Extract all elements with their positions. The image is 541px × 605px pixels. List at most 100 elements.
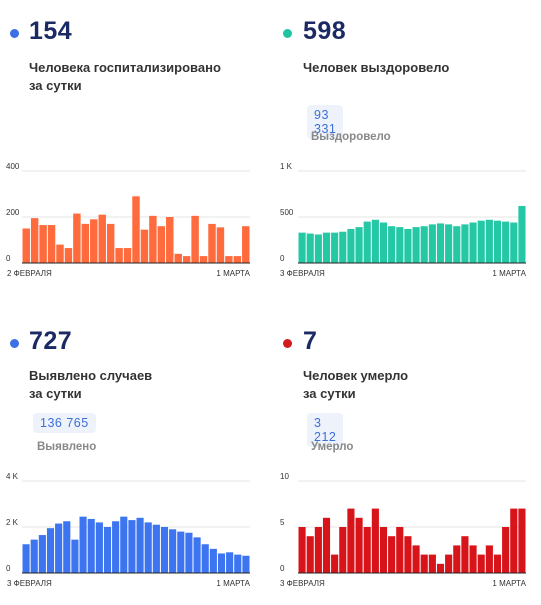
bar bbox=[371, 219, 379, 263]
y-tick-label: 0 bbox=[6, 254, 11, 263]
y-tick-label: 10 bbox=[280, 472, 289, 481]
bar bbox=[355, 227, 363, 263]
cases-dot bbox=[10, 339, 19, 348]
bar bbox=[339, 231, 347, 263]
y-tick-label: 400 bbox=[6, 162, 20, 171]
bar bbox=[469, 222, 477, 263]
bar bbox=[201, 544, 209, 573]
bar bbox=[428, 224, 436, 263]
bar bbox=[469, 545, 477, 573]
x-end-label: 1 МАРТА bbox=[216, 579, 250, 588]
bar bbox=[412, 227, 420, 263]
bar bbox=[485, 545, 493, 573]
deaths-value: 7 bbox=[303, 327, 318, 355]
bar bbox=[185, 532, 193, 573]
bar bbox=[128, 520, 136, 573]
hospitalized-chart: 0 200 400 2 ФЕВРАЛЯ 1 МАРТА bbox=[6, 162, 251, 278]
bar bbox=[347, 508, 355, 573]
bar bbox=[64, 248, 73, 263]
bar bbox=[123, 248, 132, 263]
bar bbox=[322, 232, 331, 263]
bar bbox=[233, 256, 242, 263]
y-tick-label: 4 K bbox=[6, 472, 19, 481]
cases-value: 727 bbox=[29, 327, 73, 355]
bar bbox=[182, 256, 191, 263]
bar bbox=[339, 527, 347, 573]
y-tick-label: 500 bbox=[280, 208, 294, 217]
hospitalized-dot bbox=[10, 29, 19, 38]
bar bbox=[191, 215, 199, 263]
bar bbox=[379, 527, 388, 573]
cases-desc-line1: Выявлено случаев bbox=[29, 368, 153, 383]
bar bbox=[461, 536, 469, 573]
recovered-total-badge: 93 331 bbox=[307, 105, 344, 139]
bar bbox=[39, 225, 47, 263]
bar bbox=[22, 228, 30, 263]
bar bbox=[71, 539, 79, 573]
x-end-label: 1 МАРТА bbox=[492, 269, 526, 278]
recovered-total-label: Выздоровело bbox=[311, 131, 391, 143]
bar bbox=[79, 516, 87, 573]
x-end-label: 1 МАРТА bbox=[492, 579, 526, 588]
deaths-total-badge: 3 212 bbox=[307, 413, 344, 447]
x-end-label: 1 МАРТА bbox=[216, 269, 250, 278]
x-start-label: 3 ФЕВРАЛЯ bbox=[280, 579, 325, 588]
bar bbox=[226, 552, 234, 573]
bar bbox=[363, 221, 371, 263]
bar bbox=[73, 213, 81, 263]
bar bbox=[30, 218, 39, 263]
bar bbox=[379, 222, 388, 263]
y-tick-label: 0 bbox=[280, 564, 285, 573]
y-tick-label: 5 bbox=[280, 518, 285, 527]
bar bbox=[140, 229, 149, 263]
bar bbox=[420, 226, 428, 263]
bar bbox=[98, 214, 106, 263]
bar bbox=[396, 527, 404, 573]
bar bbox=[87, 518, 95, 573]
bar bbox=[363, 527, 371, 573]
bar bbox=[404, 536, 412, 573]
bar bbox=[199, 256, 208, 263]
bar bbox=[55, 523, 63, 573]
x-start-label: 3 ФЕВРАЛЯ bbox=[7, 579, 52, 588]
bar bbox=[322, 517, 331, 573]
bar bbox=[157, 226, 166, 263]
bar bbox=[477, 554, 485, 573]
bar bbox=[404, 228, 412, 263]
bar bbox=[331, 554, 339, 573]
bar bbox=[493, 220, 502, 263]
bar bbox=[242, 555, 250, 573]
bar bbox=[510, 508, 518, 573]
bar bbox=[106, 223, 115, 263]
bar bbox=[234, 554, 242, 573]
cases-total-badge: 136 765 bbox=[33, 413, 96, 433]
recovered-desc-line1: Человек выздоровело bbox=[303, 60, 450, 75]
bar bbox=[152, 524, 160, 573]
bar bbox=[388, 226, 396, 263]
bar bbox=[485, 219, 493, 263]
bar bbox=[136, 517, 144, 573]
bar bbox=[225, 256, 233, 263]
bar bbox=[174, 253, 182, 263]
bar bbox=[169, 529, 177, 573]
bar bbox=[242, 226, 250, 263]
bar bbox=[461, 224, 469, 263]
bar bbox=[371, 508, 379, 573]
bar bbox=[314, 527, 322, 573]
bar bbox=[81, 223, 90, 263]
bar bbox=[63, 521, 71, 573]
bar bbox=[331, 232, 339, 263]
x-start-label: 2 ФЕВРАЛЯ bbox=[7, 269, 52, 278]
recovered-chart: 0 500 1 K 3 ФЕВРАЛЯ 1 МАРТА bbox=[280, 162, 527, 278]
deaths-chart: 0 5 10 3 ФЕВРАЛЯ 1 МАРТА bbox=[280, 472, 527, 588]
bar bbox=[56, 244, 64, 263]
recovered-value: 598 bbox=[303, 17, 347, 45]
bar bbox=[90, 219, 98, 263]
bar bbox=[217, 553, 226, 573]
bar bbox=[47, 225, 56, 263]
bar bbox=[493, 554, 502, 573]
bar bbox=[177, 531, 185, 573]
y-tick-label: 0 bbox=[6, 564, 11, 573]
bar bbox=[502, 527, 510, 573]
x-start-label: 3 ФЕВРАЛЯ bbox=[280, 269, 325, 278]
